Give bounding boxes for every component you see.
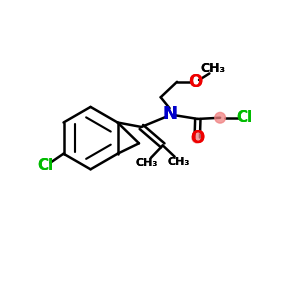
Text: CH₃: CH₃ xyxy=(200,61,225,75)
Text: Cl: Cl xyxy=(236,110,253,125)
Text: O: O xyxy=(188,73,202,91)
Text: N: N xyxy=(162,105,177,123)
Circle shape xyxy=(215,112,226,123)
Text: CH₃: CH₃ xyxy=(136,158,158,168)
Text: N: N xyxy=(162,105,177,123)
Circle shape xyxy=(192,132,202,143)
Text: Cl: Cl xyxy=(37,158,53,172)
Text: CH₃: CH₃ xyxy=(200,61,225,75)
Text: O: O xyxy=(190,129,204,147)
Text: CH₃: CH₃ xyxy=(136,158,158,168)
Text: O: O xyxy=(190,129,204,147)
Text: CH₃: CH₃ xyxy=(168,157,190,167)
Text: Cl: Cl xyxy=(236,110,253,125)
Text: CH₃: CH₃ xyxy=(168,157,190,167)
Text: O: O xyxy=(188,73,202,91)
Text: Cl: Cl xyxy=(37,158,53,172)
